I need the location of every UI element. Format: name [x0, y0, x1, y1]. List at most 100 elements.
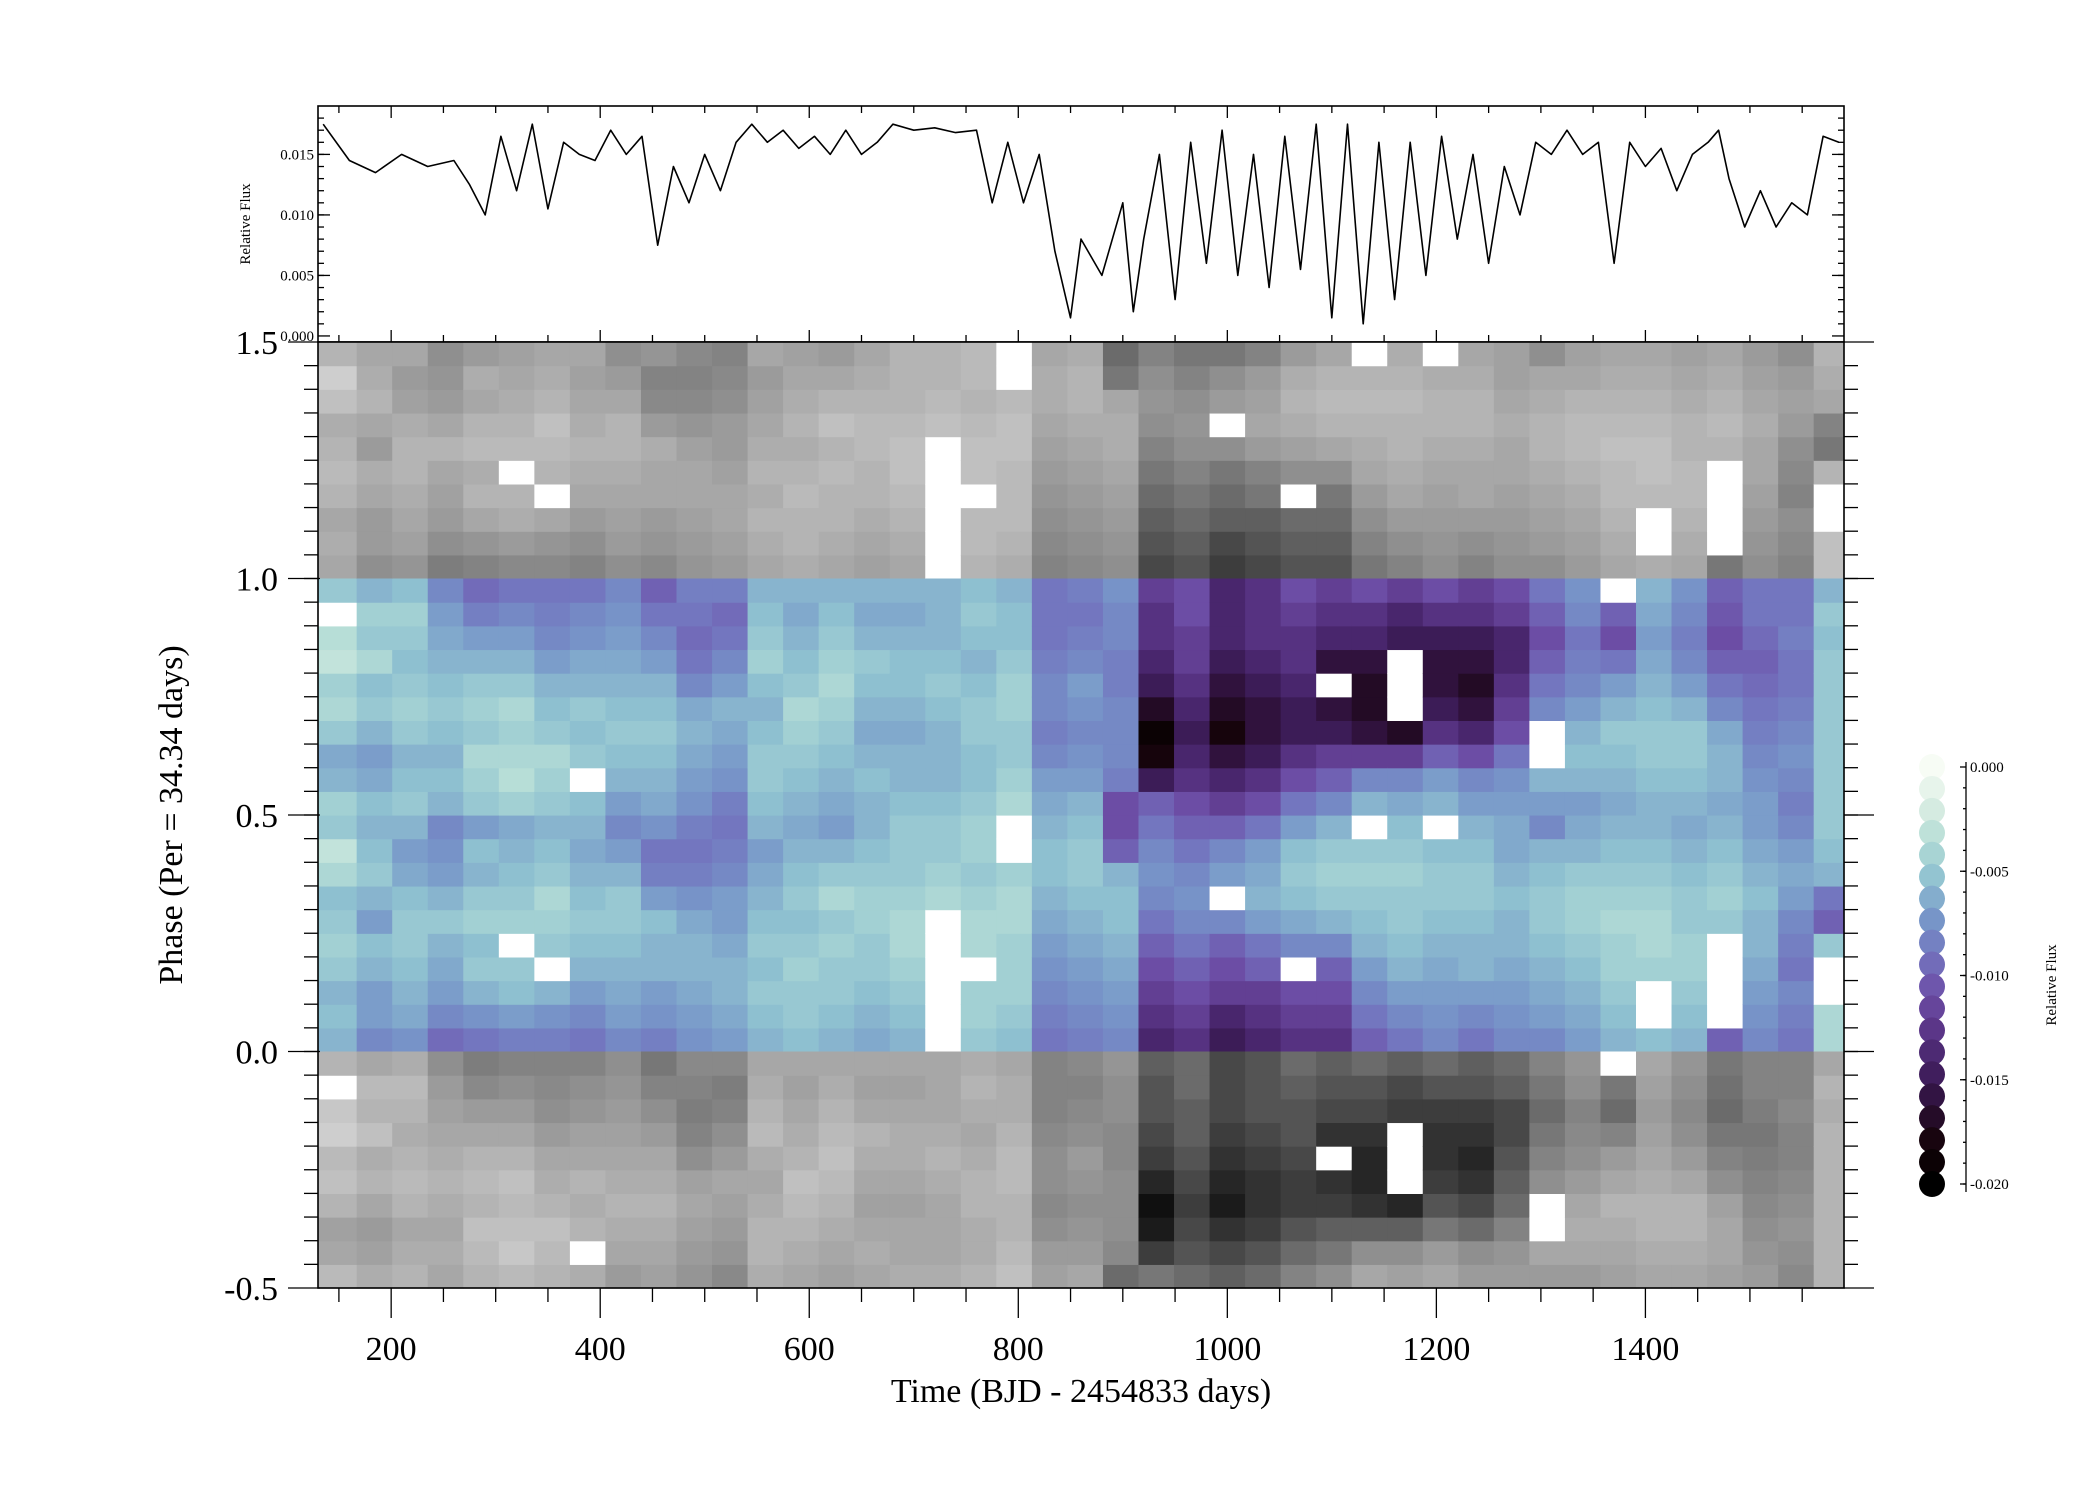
phase-cell-repeat-upper	[1458, 483, 1495, 509]
phase-cell-repeat-upper	[1138, 412, 1175, 438]
phase-cell	[1458, 696, 1495, 721]
phase-cell	[1813, 933, 1845, 958]
phase-cell-repeat-upper	[712, 389, 749, 414]
phase-cell	[1280, 909, 1317, 934]
phase-cell-repeat-lower	[712, 1075, 749, 1100]
phase-cell-repeat-upper	[712, 483, 749, 509]
phase-cell	[1174, 649, 1211, 674]
phase-cell	[1458, 1004, 1495, 1029]
phase-cell	[925, 956, 962, 982]
phase-cell-repeat-lower	[889, 1051, 926, 1076]
phase-cell-repeat-lower	[1671, 1098, 1708, 1124]
phase-cell-repeat-lower	[1778, 1169, 1815, 1194]
phase-cell-repeat-upper	[356, 342, 393, 367]
phase-cell-repeat-upper	[925, 531, 962, 556]
phase-cell-repeat-lower	[1102, 1217, 1140, 1242]
phase-cell	[640, 862, 678, 887]
phase-cell	[1138, 815, 1175, 840]
phase-cell-repeat-lower	[960, 1217, 997, 1242]
phase-cell	[463, 744, 500, 769]
phase-cell-repeat-upper	[889, 342, 926, 367]
phase-cell-repeat-lower	[1031, 1217, 1069, 1242]
phase-cell	[889, 862, 926, 887]
phase-cell-repeat-upper	[463, 436, 500, 461]
phase-cell-repeat-upper	[1031, 507, 1069, 532]
phase-cell	[427, 885, 464, 911]
y-tick-label: 0.5	[236, 798, 279, 835]
phase-cell	[640, 815, 678, 840]
phase-cell	[1458, 767, 1495, 792]
phase-cell	[463, 815, 500, 840]
phase-cell	[1102, 744, 1140, 769]
phase-cell	[1102, 909, 1140, 934]
phase-cell	[1600, 744, 1637, 769]
phase-cell	[1564, 1027, 1602, 1053]
phase-cell	[1742, 578, 1779, 603]
phase-cell	[1102, 649, 1140, 674]
phase-cell	[1067, 602, 1104, 627]
phase-cell	[889, 815, 926, 840]
colorbar-swatch	[1919, 1149, 1945, 1176]
phase-cell	[1529, 885, 1566, 911]
phase-cell-repeat-lower	[925, 1075, 962, 1100]
phase-cell	[1778, 933, 1815, 958]
phase-cell-repeat-upper	[1493, 507, 1530, 532]
phase-cell	[889, 980, 926, 1005]
phase-cell	[1280, 885, 1317, 911]
phase-cell	[498, 744, 535, 769]
phase-cell	[569, 980, 607, 1005]
phase-cell	[1316, 767, 1353, 792]
phase-cell	[747, 744, 784, 769]
phase-cell	[854, 1027, 891, 1053]
phase-cell-repeat-lower	[1529, 1240, 1566, 1265]
phase-cell-repeat-lower	[1209, 1240, 1246, 1265]
phase-cell-repeat-lower	[1067, 1122, 1104, 1147]
phase-cell	[1067, 1027, 1104, 1053]
phase-cell-repeat-upper	[318, 507, 358, 532]
phase-cell-repeat-upper	[996, 365, 1033, 390]
phase-cell	[1493, 980, 1530, 1005]
phase-cell-repeat-lower	[747, 1146, 784, 1171]
phase-cell	[1671, 1004, 1708, 1029]
phase-cell-repeat-upper	[318, 342, 358, 367]
phase-cell	[569, 720, 607, 745]
phase-cell	[1493, 1027, 1530, 1053]
phase-cell-repeat-upper	[356, 507, 393, 532]
phase-cell	[498, 933, 535, 958]
phase-cell-repeat-upper	[1174, 389, 1211, 414]
phase-cell-repeat-lower	[427, 1122, 464, 1147]
phase-cell	[569, 696, 607, 721]
phase-cell	[463, 767, 500, 792]
phase-cell	[1564, 602, 1602, 627]
phase-cell	[1742, 909, 1779, 934]
phase-cell	[427, 602, 464, 627]
phase-cell	[1138, 791, 1175, 816]
phase-cell	[1493, 885, 1530, 911]
phase-cell	[1671, 1027, 1708, 1053]
phase-cell	[712, 933, 749, 958]
phase-cell-repeat-upper	[1245, 342, 1282, 367]
phase-cell-repeat-lower	[854, 1098, 891, 1124]
phase-cell-repeat-lower	[498, 1264, 535, 1289]
phase-cell-repeat-upper	[1174, 483, 1211, 509]
colorbar-swatch	[1919, 951, 1945, 978]
phase-cell	[534, 696, 571, 721]
phase-cell	[783, 1027, 820, 1053]
phase-cell-repeat-lower	[534, 1098, 571, 1124]
phase-cell-repeat-lower	[783, 1169, 820, 1194]
phase-cell	[1422, 602, 1459, 627]
phase-cell	[1209, 838, 1246, 863]
phase-cell-repeat-lower	[640, 1240, 678, 1265]
phase-cell	[498, 602, 535, 627]
phase-cell	[605, 815, 642, 840]
phase-cell-repeat-upper	[318, 554, 358, 580]
phase-cell	[1245, 578, 1282, 603]
phase-cell	[1387, 649, 1424, 674]
phase-cell	[1493, 696, 1530, 721]
phase-cell	[747, 1004, 784, 1029]
phase-cell	[1280, 649, 1317, 674]
phase-cell-repeat-lower	[996, 1264, 1033, 1289]
phase-cell	[534, 838, 571, 863]
phase-cell-repeat-lower	[996, 1217, 1033, 1242]
